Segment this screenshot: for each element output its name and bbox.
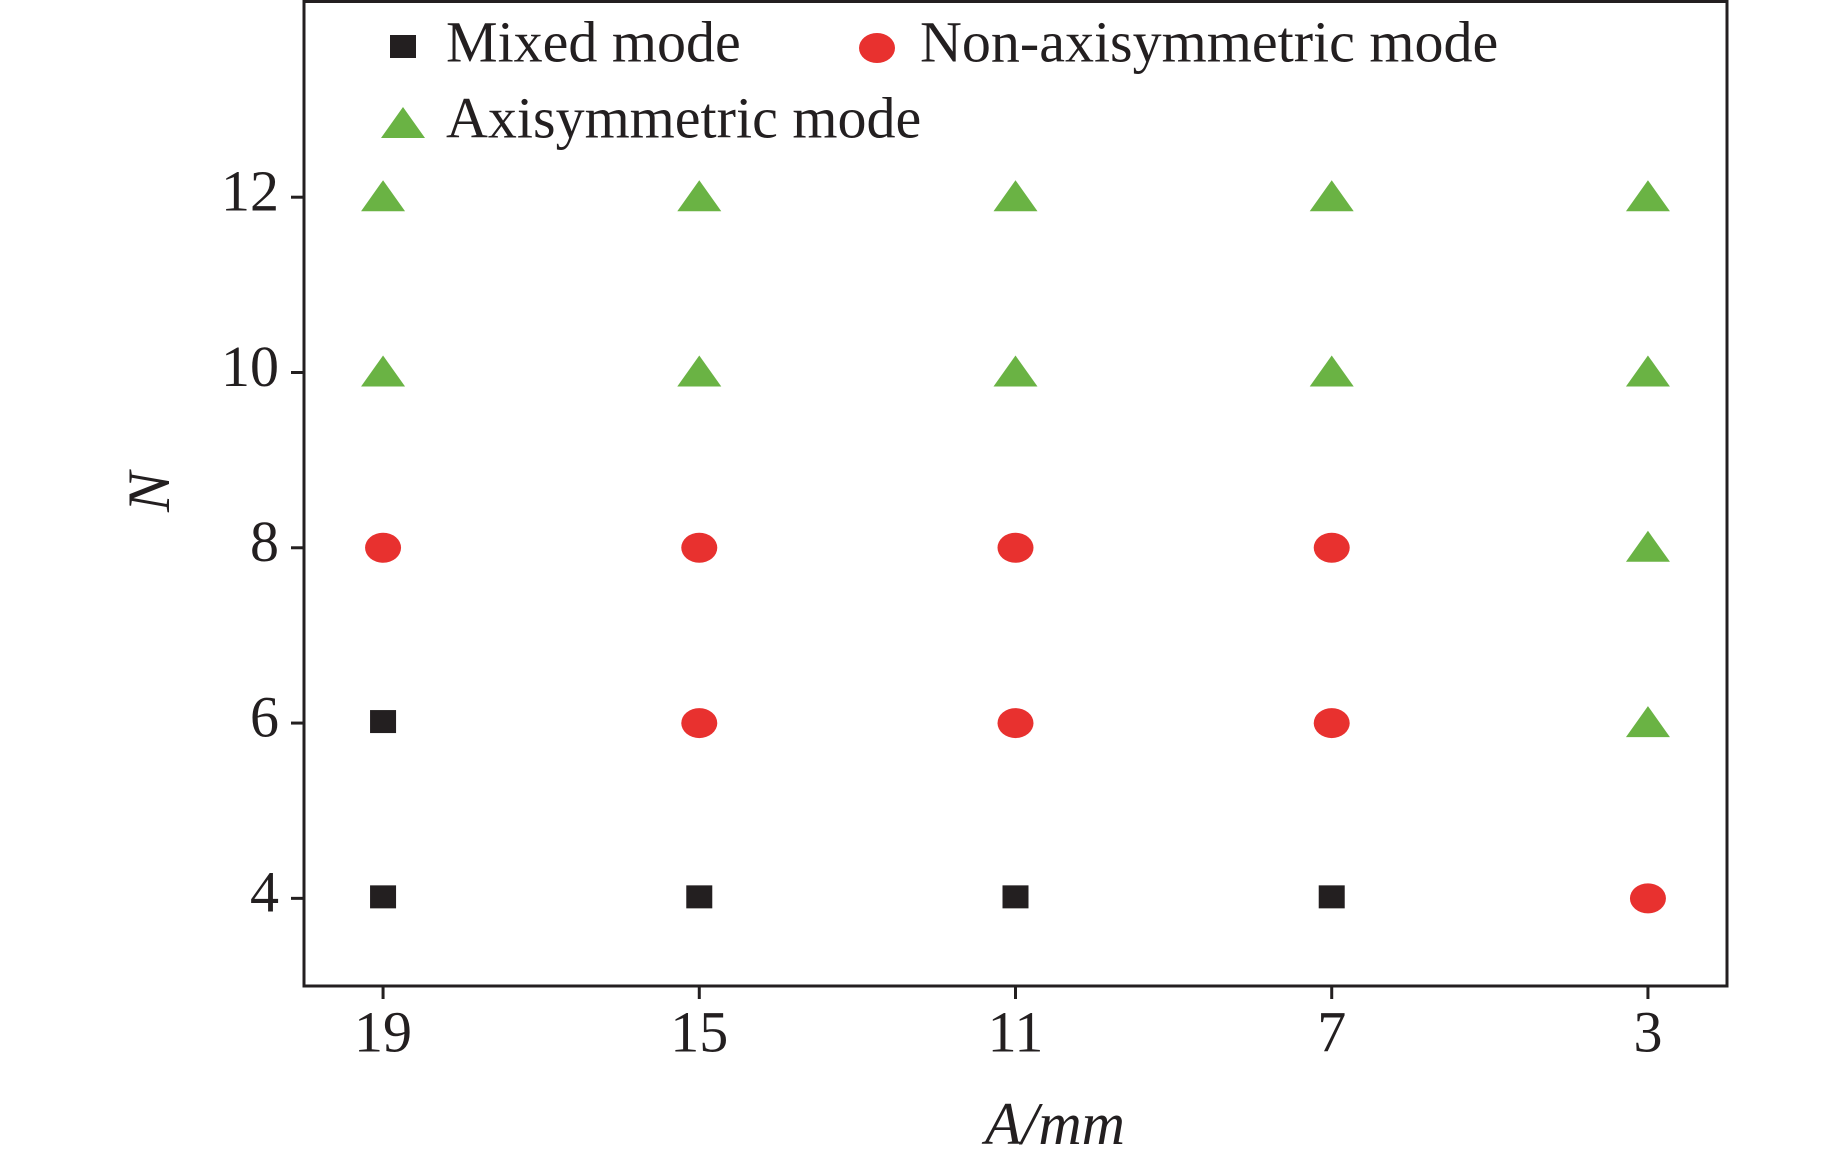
x-tick-label: 7: [1317, 999, 1346, 1064]
marker-triangle: [993, 180, 1038, 212]
marker-circle: [365, 532, 402, 563]
marker-square: [370, 710, 397, 734]
marker-circle: [859, 33, 895, 63]
y-tick-label: 4: [250, 860, 279, 925]
marker-triangle: [361, 355, 406, 387]
marker-triangle: [993, 355, 1038, 387]
marker-circle: [1629, 883, 1666, 914]
marker-triangle: [677, 355, 722, 387]
marker-square: [370, 885, 397, 909]
legend-label: Axisymmetric mode: [446, 85, 921, 150]
marker-square: [390, 35, 416, 58]
marker-triangle: [1625, 530, 1670, 562]
marker-circle: [997, 532, 1034, 563]
x-tick-label: 3: [1633, 999, 1662, 1064]
legend-label: Mixed mode: [446, 9, 741, 74]
marker-circle: [997, 708, 1034, 739]
marker-circle: [681, 708, 718, 739]
x-tick-label: 11: [988, 999, 1044, 1064]
marker-square: [686, 885, 713, 909]
y-tick-label: 6: [250, 684, 279, 749]
x-axis-label: A/mm: [981, 1091, 1125, 1157]
y-axis-label: N: [116, 469, 182, 513]
marker-triangle: [1625, 180, 1670, 212]
marker-triangle: [1309, 180, 1354, 212]
y-tick-label: 8: [250, 509, 279, 574]
marker-square: [1002, 885, 1029, 909]
y-tick-label: 12: [221, 159, 279, 224]
marker-triangle: [1309, 355, 1354, 387]
marker-triangle: [1625, 355, 1670, 387]
marker-triangle: [1625, 706, 1670, 738]
marker-circle: [1313, 708, 1350, 739]
marker-circle: [1313, 532, 1350, 563]
marker-triangle: [677, 180, 722, 212]
x-tick-label: 19: [354, 999, 412, 1064]
marker-triangle: [361, 180, 406, 212]
marker-circle: [681, 532, 718, 563]
y-tick-label: 10: [221, 334, 279, 399]
legend-label: Non-axisymmetric mode: [920, 9, 1498, 74]
marker-triangle: [381, 107, 425, 138]
marker-square: [1318, 885, 1345, 909]
x-tick-label: 15: [670, 999, 728, 1064]
